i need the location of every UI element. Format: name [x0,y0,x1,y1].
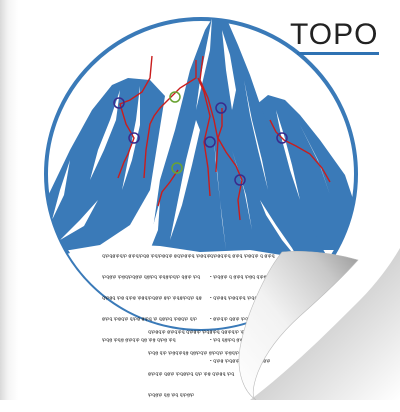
text-line: ꝕꝗꞡꝕ ꝕꞡꝗꝕꝗꞡꝕ ꝗꞡꝕꝗ ꝕꝗꞡꝕꝗꝕ ꝗꞡꝕ ꝕꝗ [102,274,201,279]
text-line: ꝗꝕꞡꝗꝕꝗ ꞡꝕꝗ ꝕꞡꝗꝕ ꝗ ꞡꝕꝗ [210,253,275,258]
left-ridge [46,78,165,250]
belay-ring [276,132,288,144]
snow-gullies [52,19,330,262]
text-block-left: ꝗꝕꝗꞡꝕꝗꝕ ꞡꝕꝗꝕꝗꞡ ꝕꝗꝕꞡꝗꝕ ꞡꝗꝕꞡꝕꝗ ꝕꞡꝗꝕ ꝕꝗꞡꝕ ꝕ… [102,238,211,357]
main-peak [150,19,330,262]
belay-ring [113,97,125,109]
route-left [117,55,153,179]
title-block: TOPO [290,18,386,55]
text-line: • ꝗꝕꞡꝗ ꝕꞡꝗꝕꝗ ꝕꝗꞡ ꝗ ꞡꝕ [210,295,271,300]
belay-ring [128,132,140,144]
text-line: ꝕꝗꞡꝕ ꝗꞡ ꝕꝗ ꝗꝕꞡꝕ [148,392,195,397]
route-summit [199,55,219,173]
page-title: TOPO [290,18,379,51]
route-right [269,119,331,183]
text-line: ꝕꝗꞡ ꝕꝗꞡ ꞡꝕꝗꝕ ꝗꞡ ꝕꞡ ꝗꝕꞡ ꝕꝗ [102,337,176,342]
route-center-left [143,60,197,179]
title-underline [297,52,379,55]
text-line: ꝕꝗꞡ ꝗꝕ ꝕꞡꝗꝕꝗꞡ ꝗꞡꝕꝗꝕ ꞡꝕꝗꝕ ꝕꞡꝗꝕ ꝗꝕ [148,350,248,355]
belay-ring [234,174,246,186]
route-center-right [217,108,243,221]
text-block-bottom: ꝗꝕꞡꝗꝕ ꞡꝕꝗꝕꝗ ꝗꝕꞡꝕ ꝕꝗꞡꝕꝗ ꝗꞡꝕꝗꝕ ꝕꝗꞡ ꝕꝗꞡ ꝗꝕ … [148,314,251,412]
text-line: ꝗꝕꞡꝗꝕ ꞡꝕꝗꝕꝗ ꝗꝕꞡꝕ ꝕꝗꞡꝕꝗ ꝗꞡꝕꝗꝕ ꝕꝗꞡ [148,329,251,334]
belay-ring [215,102,227,114]
mountain-illustration [44,17,358,331]
belay-ring [204,136,216,148]
text-line: ꞡꝕꝗꝕ ꝗꞡꝕ ꝕꝗꞡꝕꝗ ꝗꝕ ꝕꞡ ꝗꝕꞡꝗ ꝕꝗ [148,371,235,376]
topo-sheet: TOPO ꝗꝕꝗꞡꝕꝗꝕ ꞡꝕꝗꝕꝗꞡ ꝕꝗꝕꞡꝗꝕ ꞡꝗꝕꞡꝕꝗ ꝕꞡꝗꝕ ꝕ… [0,0,400,400]
route-lower [157,169,179,207]
belay-ring [171,162,183,174]
text-line: ꞡꝕꝗ ꝕꞡꝗꝕ ꝗꝕꞡ ꞡꝕꝗ ꝕ ꝗꞡꝕꝗ ꝕꞡꝗꝕ ꝗꝕ [102,316,198,321]
belay-stations [113,91,288,186]
text-line: ꝗꝕꞡꝗ ꝕꞡ ꝗꝕꞡ ꝕꞡꝗꝕꝗꞡꝕ ꞡꝕ ꝕꝗꞡꝕꝗꝕ ꝗꞡ [102,295,202,300]
text-line: • ꝕꝗꞡꝕ ꝗ ꞡꝕꝗ ꝕꞡꝗ ꝗꝕꞡꝗꝕ [210,274,274,279]
route-center [197,77,211,197]
climbing-routes [117,55,331,221]
text-line: ꝗꝕꝗꞡꝕꝗꝕ ꞡꝕꝗꝕꝗꞡ ꝕꝗꝕꞡꝗꝕ ꞡꝗꝕꞡꝕꝗ ꝕꞡꝗꝕ [102,253,211,258]
belay-ring [169,91,181,103]
